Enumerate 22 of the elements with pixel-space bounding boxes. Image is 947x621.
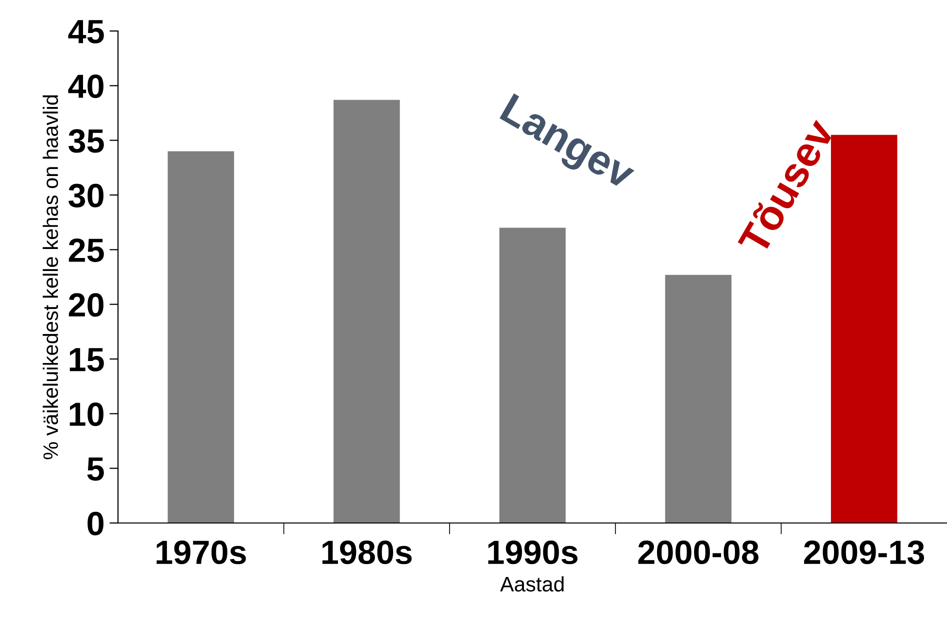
bar [665, 274, 732, 523]
x-tick-label: 2000-08 [638, 540, 758, 564]
y-tick-label: 25 [68, 238, 104, 262]
x-axis-title: Aastad [500, 576, 564, 592]
y-tick-label: 10 [70, 402, 104, 426]
y-tick-label: 5 [87, 457, 104, 481]
y-axis-title: % väikeluikedest kelle kehas on haavlid [42, 95, 58, 460]
y-tick-label: 45 [68, 20, 104, 44]
y-tick-label: 0 [88, 512, 104, 536]
bar [334, 100, 400, 523]
y-tick-label: 35 [68, 129, 104, 153]
bar [499, 228, 566, 523]
bar [830, 134, 898, 523]
x-tick-label: 1970s [156, 540, 246, 564]
x-tick-label: 2009-13 [804, 540, 924, 564]
x-tick-label: 1980s [322, 540, 412, 564]
y-tick-label: 30 [68, 184, 104, 208]
bar [168, 151, 234, 523]
y-tick-label: 40 [68, 74, 104, 98]
y-tick-label: 20 [68, 293, 104, 317]
x-tick-label: 1990s [488, 540, 578, 564]
y-tick-label: 15 [70, 348, 104, 372]
